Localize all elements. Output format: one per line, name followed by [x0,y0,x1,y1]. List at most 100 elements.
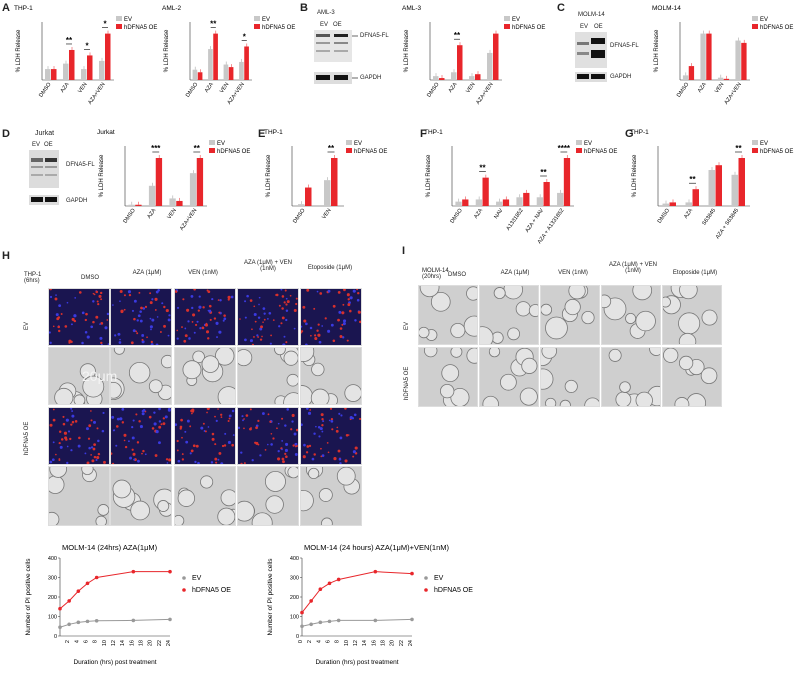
cell-dot [217,299,220,301]
cell-dot [176,449,179,452]
cell-dot [52,441,55,444]
cell-dot [324,317,327,320]
cell-dot [207,337,210,340]
cell-outline [238,500,255,522]
bar-ev [451,72,457,80]
micro-tile [237,288,299,346]
cell-dot [62,415,65,418]
x-tick-label: 10 [344,640,350,646]
bar-ev [682,75,689,80]
cell-dot [100,341,103,345]
micro-texture [175,475,235,525]
cell-outline [148,379,163,394]
cell-dot [100,343,103,345]
cell-dot [349,296,353,300]
bar-ev [99,60,105,80]
cell-dot [295,302,298,306]
cell-dot [71,420,75,424]
x-tick-label: VEN [465,82,476,95]
cell-dot [327,329,331,333]
micro-tile [110,347,172,405]
cell-outline [541,348,557,359]
cell-outline [200,475,214,489]
bar-oe [523,192,530,206]
cell-dot [77,444,81,448]
bar-oe [688,66,695,80]
cell-dot [96,455,100,460]
cell-dot [220,413,223,416]
cell-outline [521,357,538,374]
cell-dot [49,341,52,345]
blot-title-jurkat: Jurkat [35,130,55,137]
cell-dot [207,290,211,294]
bar-oe [105,33,111,80]
cell-outline [541,368,554,390]
chart-title: MOLM-14 (24hrs) AZA(1μM) [62,543,158,552]
cell-dot [54,297,58,301]
x-tick-label: 18 [139,640,145,646]
cell-dot [154,309,157,311]
cell-dot [338,457,342,461]
cell-dot [216,336,218,339]
cell-dot [306,289,310,292]
cell-dot [150,343,154,345]
blot-label-dfna5fl: DFNA5-FL [66,162,95,168]
cell-dot [254,320,257,323]
x-tick-label: AZA [448,81,459,93]
cell-dot [136,319,139,322]
cell-outline [182,360,202,380]
legend-swatch-oe [576,148,582,153]
blot-lane-oe: OE [44,142,53,148]
cell-dot [302,455,306,459]
series-line-oe [59,571,170,610]
cell-dot [316,290,319,293]
x-tick-label: 8 [93,640,99,643]
cell-outline [441,364,460,382]
cell-dot [119,417,123,421]
cell-dot [211,437,215,441]
cell-outline [466,348,477,364]
cell-dot [60,438,64,441]
x-tick-label: 18 [381,640,387,646]
cell-dot [192,313,196,317]
data-point [300,624,304,629]
data-point [410,571,414,576]
cell-dot [228,417,231,420]
cell-dot [339,327,343,330]
cell-dot [326,442,329,444]
x-axis-label: Duration (hrs) post treatment [73,659,156,666]
cell-dot [66,301,69,304]
cell-dot [199,327,202,330]
chart-title: Jurkat [97,129,115,136]
x-tick-label: 14 [120,640,126,646]
y-axis-label: % LDH Release [426,154,432,197]
y-axis-label: % LDH Release [654,29,660,72]
cell-dot [68,339,72,343]
cell-dot [272,437,275,440]
cell-dot [339,436,343,440]
cell-dot [352,455,355,458]
cell-dot [150,340,153,344]
blot-label-gapdh: GAPDH [610,74,632,80]
cell-dot [184,430,187,433]
chart-title: THP-1 [14,5,33,12]
cell-dot [340,414,343,417]
bar-oe [69,49,75,80]
cell-dot [301,330,304,333]
cell-dot [93,443,97,447]
y-tick-label: 300 [290,576,299,582]
micro-tile [479,285,539,345]
cell-dot [285,318,288,322]
micro-tile [300,466,362,526]
cell-outline [336,467,356,486]
legend-swatch-oe [254,24,260,29]
cell-outline [310,388,330,404]
cell-dot [159,331,162,333]
cell-dot [189,452,192,455]
cell-dot [81,311,85,315]
micro-tile [479,347,539,407]
cell-dot [230,295,234,299]
cell-dot [321,424,324,427]
cell-dot [202,422,205,425]
x-tick-label: S63845 [701,208,717,227]
